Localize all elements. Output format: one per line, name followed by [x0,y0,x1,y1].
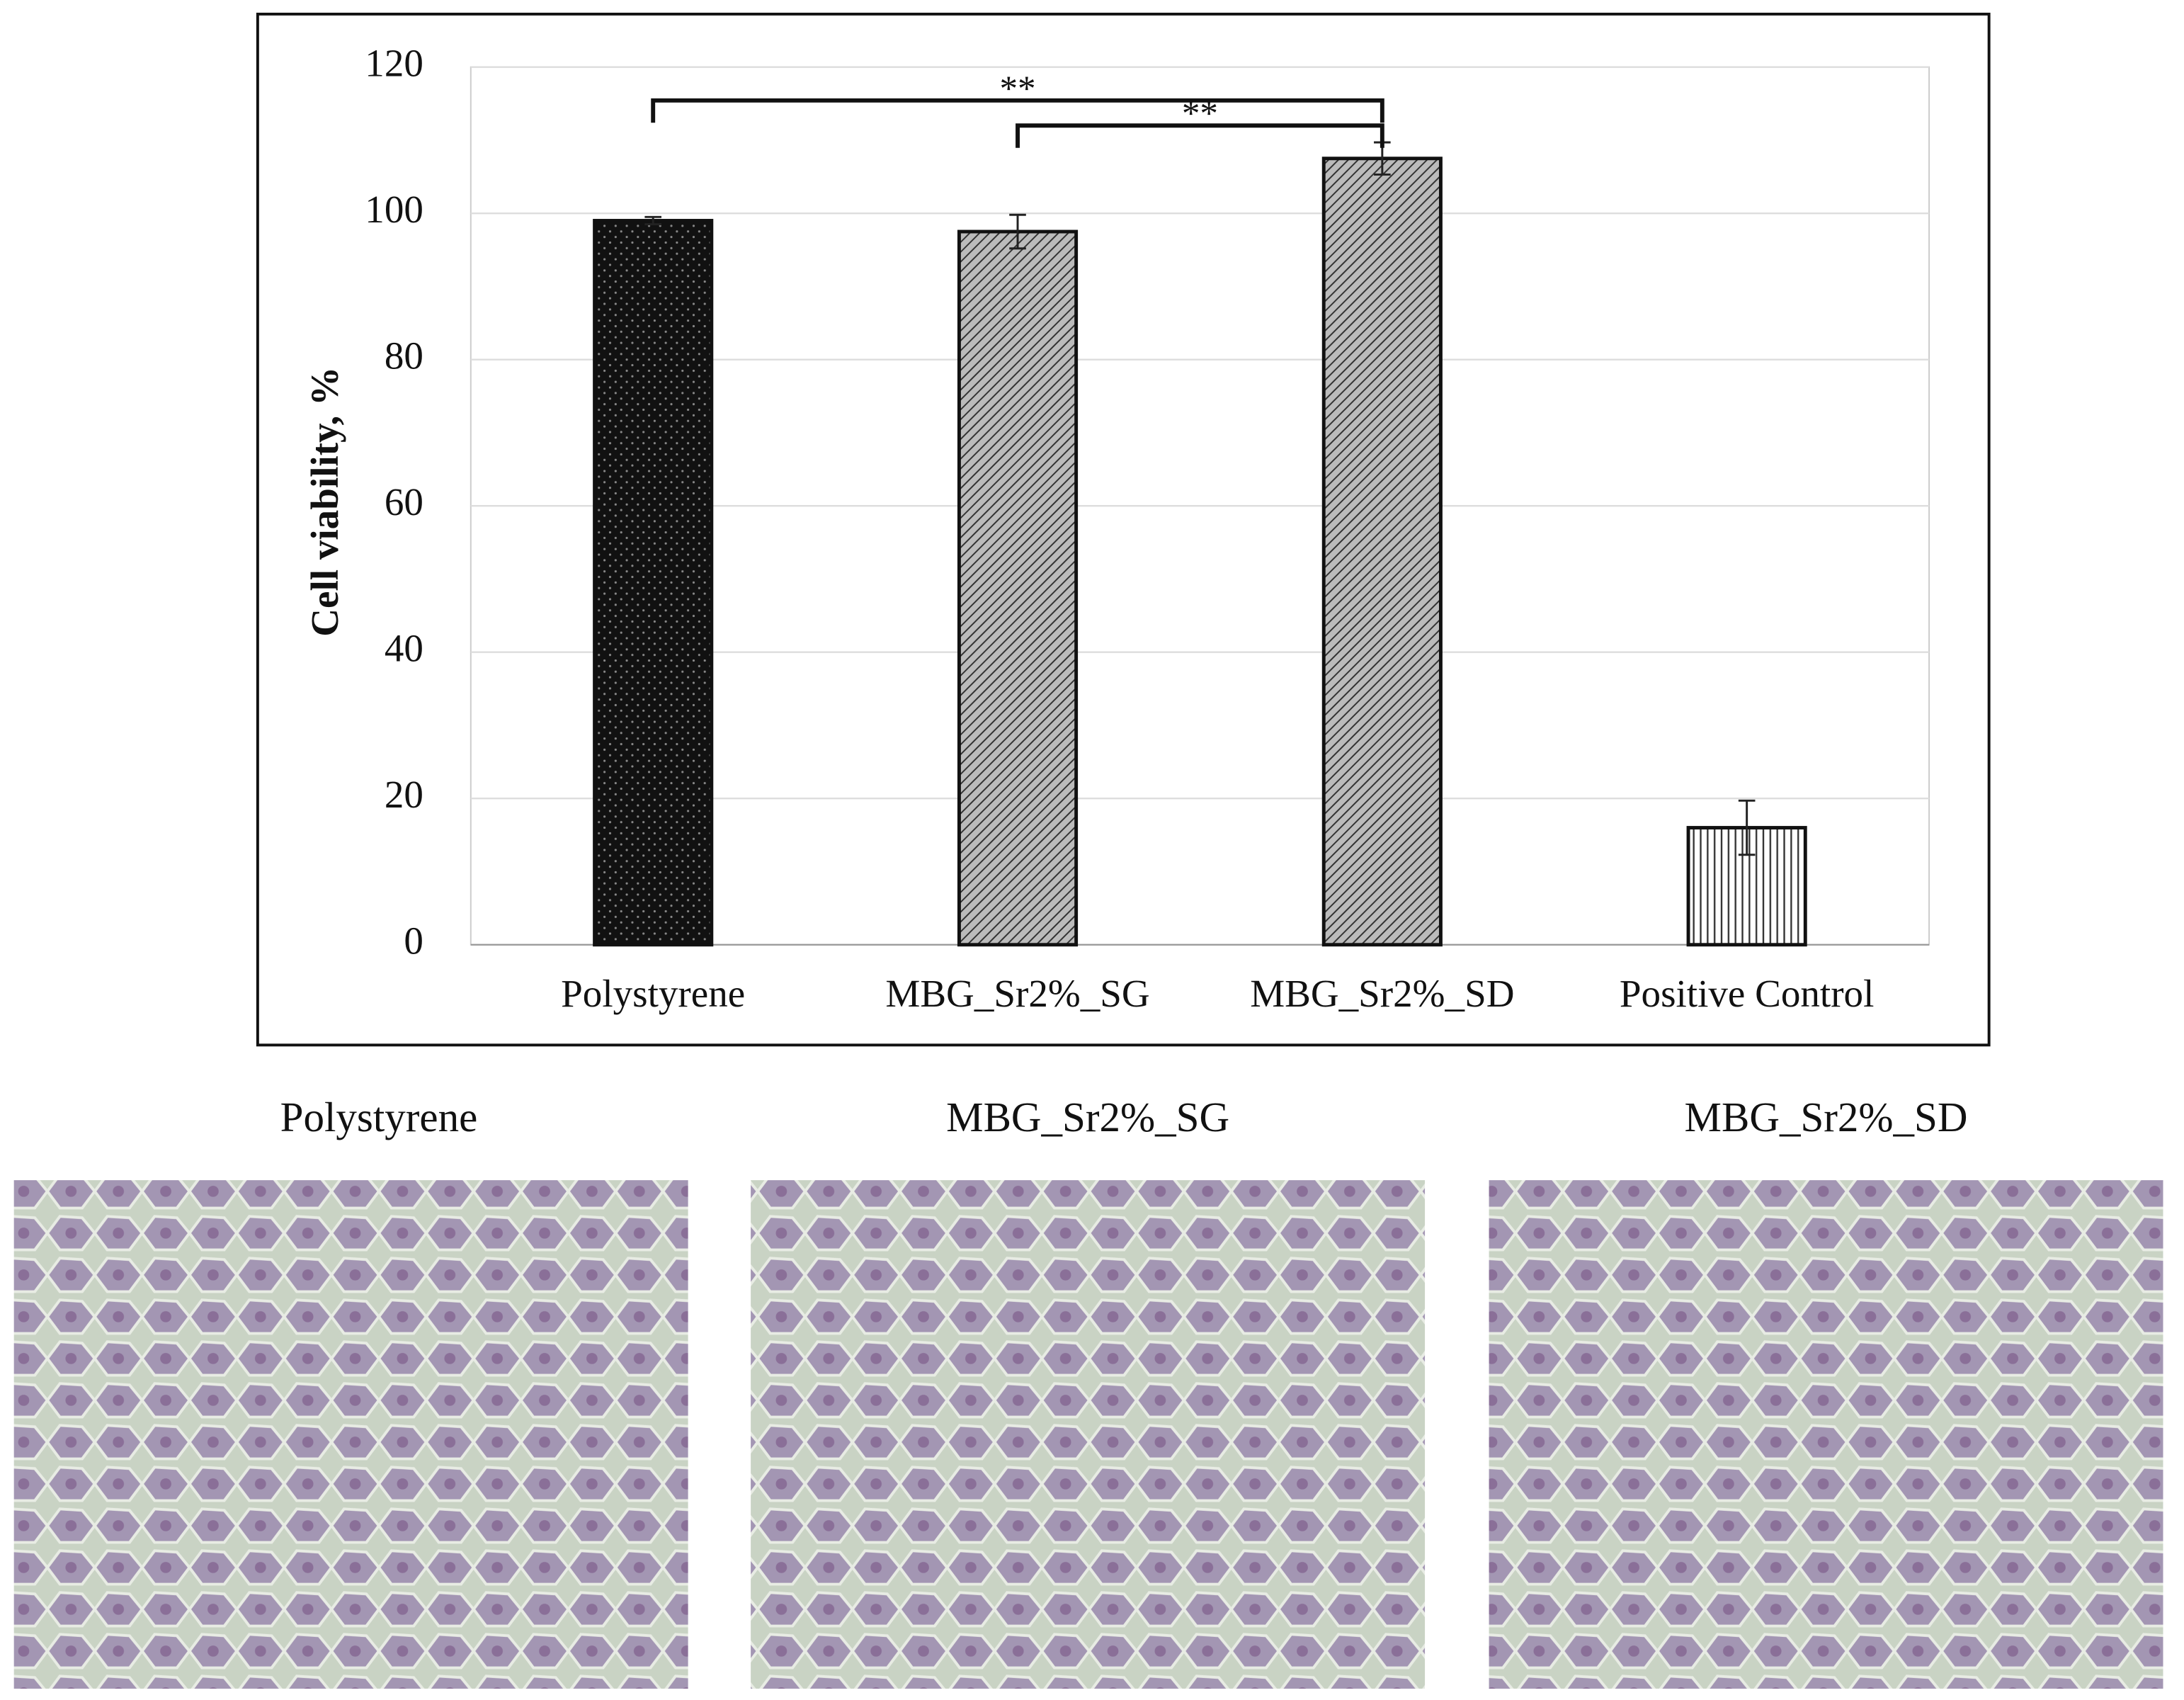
y-tick-label: 40 [385,626,423,669]
image-caption: MBG_Sr2%_SG [946,1094,1229,1140]
x-tick-label: Polystyrene [561,972,745,1015]
bar [593,219,714,947]
significance-label: ** [999,69,1035,109]
significance-label: ** [1182,94,1218,134]
y-tick-label: 60 [385,480,423,523]
bar [1686,826,1807,947]
micrograph [751,1180,1426,1689]
y-tick-label: 20 [385,773,423,816]
bar [957,230,1079,947]
micrograph [13,1180,688,1689]
image-caption: Polystyrene [280,1094,478,1140]
y-tick-label: 80 [385,334,423,377]
x-tick-label: MBG_Sr2%_SD [1250,972,1514,1015]
image-caption: MBG_Sr2%_SD [1685,1094,1968,1140]
significance-bracket [1016,123,1384,148]
y-tick-label: 0 [404,919,423,962]
micrograph [1489,1180,2163,1689]
error-bar [1738,799,1756,856]
y-tick-label: 100 [365,188,423,231]
y-tick-label: 120 [365,41,423,84]
chart-frame [256,12,1991,1047]
significance-bracket [651,98,1384,123]
error-bar [644,215,662,226]
bar [1321,157,1443,947]
error-bar [1009,213,1026,250]
x-tick-label: Positive Control [1620,972,1874,1015]
y-axis-label: Cell viability, % [303,367,346,637]
x-tick-label: MBG_Sr2%_SG [885,972,1149,1015]
